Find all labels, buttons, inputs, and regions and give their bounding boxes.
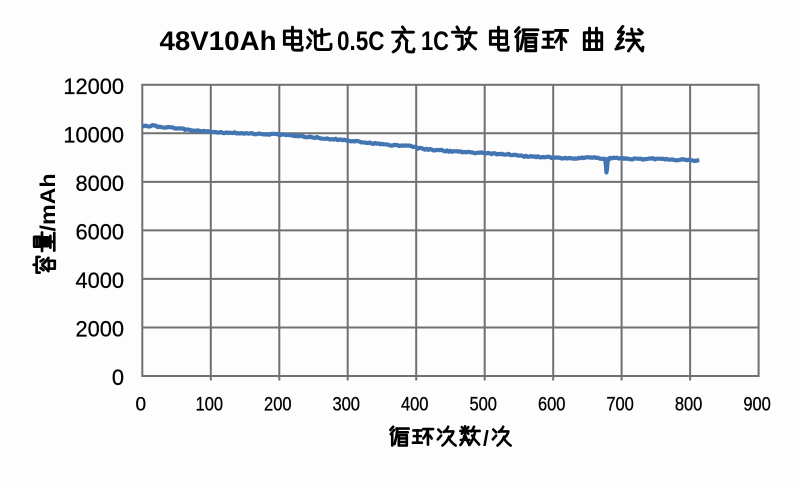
svg-text:0: 0 — [112, 365, 124, 390]
svg-text:8000: 8000 — [76, 171, 125, 196]
svg-text:/: / — [483, 427, 489, 450]
svg-text:300: 300 — [332, 395, 360, 416]
svg-text:200: 200 — [264, 395, 292, 416]
svg-text:6000: 6000 — [76, 219, 125, 244]
svg-text:0: 0 — [136, 395, 147, 416]
svg-text:100: 100 — [196, 395, 224, 416]
svg-text:4000: 4000 — [76, 268, 125, 293]
svg-text:900: 900 — [743, 395, 771, 416]
svg-text:800: 800 — [675, 395, 703, 416]
svg-text:1C: 1C — [421, 26, 449, 56]
svg-text:0.5C: 0.5C — [337, 26, 385, 56]
svg-text:48V10Ah: 48V10Ah — [160, 26, 277, 56]
svg-text:600: 600 — [538, 395, 566, 416]
svg-text:500: 500 — [469, 395, 497, 416]
svg-text:400: 400 — [401, 395, 429, 416]
svg-text:/mAh: /mAh — [37, 174, 60, 232]
svg-text:12000: 12000 — [63, 74, 124, 99]
svg-text:2000: 2000 — [76, 317, 125, 342]
svg-text:10000: 10000 — [63, 122, 124, 147]
svg-text:700: 700 — [606, 395, 634, 416]
